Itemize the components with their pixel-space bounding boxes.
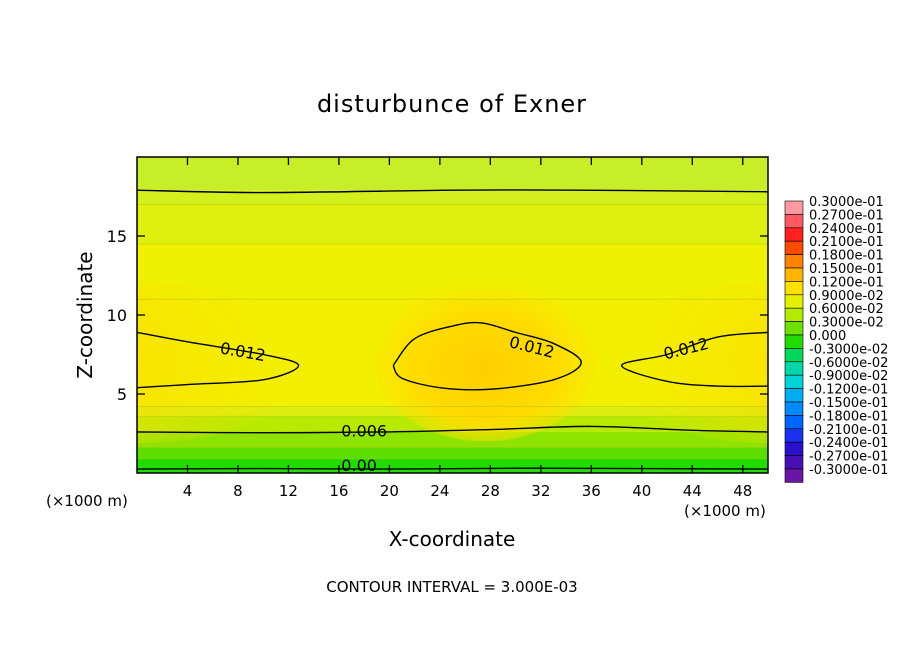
colorbar-label: -0.6000e-02	[809, 356, 888, 371]
colorbar-label: -0.2700e-01	[809, 450, 888, 465]
core-middle	[372, 277, 598, 442]
contour-interval-note: CONTOUR INTERVAL = 3.000E-03	[326, 578, 577, 596]
colorbar-swatch	[784, 361, 804, 376]
colorbar-swatch	[784, 254, 804, 269]
colorbar-label: -0.3000e-02	[809, 342, 888, 357]
colorbar-swatch	[784, 227, 804, 242]
colorbar-label: -0.1500e-01	[809, 396, 888, 411]
x-tick-label: 4	[183, 482, 193, 500]
colorbar-label: -0.9000e-02	[809, 369, 888, 384]
colorbar-swatch	[784, 415, 804, 430]
colorbar-label: 0.1800e-01	[809, 249, 884, 264]
field-band	[137, 190, 768, 205]
x-tick-label: 32	[531, 482, 550, 500]
colorbar-label: 0.6000e-02	[809, 302, 884, 317]
core-left	[137, 281, 314, 443]
colorbar-swatch	[784, 374, 804, 389]
x-unit-label-left: (×1000 m)	[46, 492, 128, 510]
y-tick-label: 15	[107, 227, 127, 246]
colorbar-label: 0.9000e-02	[809, 289, 884, 304]
x-tick-label: 12	[279, 482, 298, 500]
colorbar-swatch	[784, 200, 804, 215]
colorbar-label: -0.2400e-01	[809, 436, 888, 451]
contour-label: 0.006	[341, 421, 387, 440]
y-axis-ticks: 5 10 15	[107, 227, 768, 404]
contour-label: 0.00	[341, 456, 377, 475]
contour-lines	[137, 189, 768, 470]
x-unit-label-right: (×1000 m)	[684, 502, 766, 520]
colorbar-swatch	[784, 294, 804, 309]
colorbar-swatch	[784, 428, 804, 443]
colorbar-label: 0.2100e-01	[809, 235, 884, 250]
colorbar-label: -0.1800e-01	[809, 409, 888, 424]
colorbar-swatch	[784, 307, 804, 322]
colorbar-swatch	[784, 441, 804, 456]
x-axis-ticks: 4 8 12 16 20 24 28 32 36 40 44 48	[183, 157, 752, 500]
contour-line	[137, 189, 768, 194]
field-band	[137, 431, 768, 448]
colorbar-swatch	[784, 401, 804, 416]
x-tick-label: 44	[683, 482, 702, 500]
contour-line	[137, 467, 768, 470]
colorbar: 0.3000e-010.2700e-010.2400e-010.2100e-01…	[784, 195, 888, 483]
colorbar-label: 0.3000e-01	[809, 195, 884, 210]
x-tick-label: 16	[329, 482, 348, 500]
colorbar-label: 0.1200e-01	[809, 275, 884, 290]
contour-line	[392, 321, 582, 391]
colorbar-label: 0.1500e-01	[809, 262, 884, 277]
colorbar-swatch	[784, 334, 804, 349]
y-axis-title: Z-coordinate	[73, 251, 97, 378]
colorbar-swatch	[784, 281, 804, 296]
colorbar-swatch	[784, 240, 804, 255]
colorbar-label: -0.2100e-01	[809, 423, 888, 438]
colorbar-label: 0.2700e-01	[809, 208, 884, 223]
colorbar-label: -0.1200e-01	[809, 383, 888, 398]
x-tick-label: 8	[233, 482, 243, 500]
colorbar-swatch	[784, 455, 804, 470]
x-tick-label: 20	[380, 482, 399, 500]
colorbar-swatch	[784, 388, 804, 403]
y-tick-label: 10	[107, 306, 127, 325]
colorbar-swatch	[784, 214, 804, 229]
colorbar-label: 0.2400e-01	[809, 222, 884, 237]
field-band	[137, 157, 768, 191]
core-right	[603, 281, 768, 443]
contour-line	[620, 331, 768, 388]
field-band	[137, 447, 768, 459]
colorbar-swatch	[784, 321, 804, 336]
x-tick-label: 40	[632, 482, 651, 500]
colorbar-swatch	[784, 267, 804, 282]
colorbar-label: -0.3000e-01	[809, 463, 888, 478]
x-axis-title: X-coordinate	[389, 527, 516, 551]
colorbar-label: 0.3000e-02	[809, 316, 884, 331]
chart-title: disturbunce of Exner	[317, 90, 587, 118]
contour-line	[137, 425, 768, 434]
x-tick-label: 24	[430, 482, 449, 500]
colorbar-swatch	[784, 348, 804, 363]
x-tick-label: 36	[582, 482, 601, 500]
x-tick-label: 28	[481, 482, 500, 500]
field-band	[137, 204, 768, 244]
field-band	[137, 458, 768, 473]
colorbar-label: 0.000	[809, 329, 846, 344]
colorbar-swatch	[784, 468, 804, 483]
x-tick-label: 48	[733, 482, 752, 500]
contour-line	[137, 331, 300, 389]
y-tick-label: 5	[117, 385, 127, 404]
